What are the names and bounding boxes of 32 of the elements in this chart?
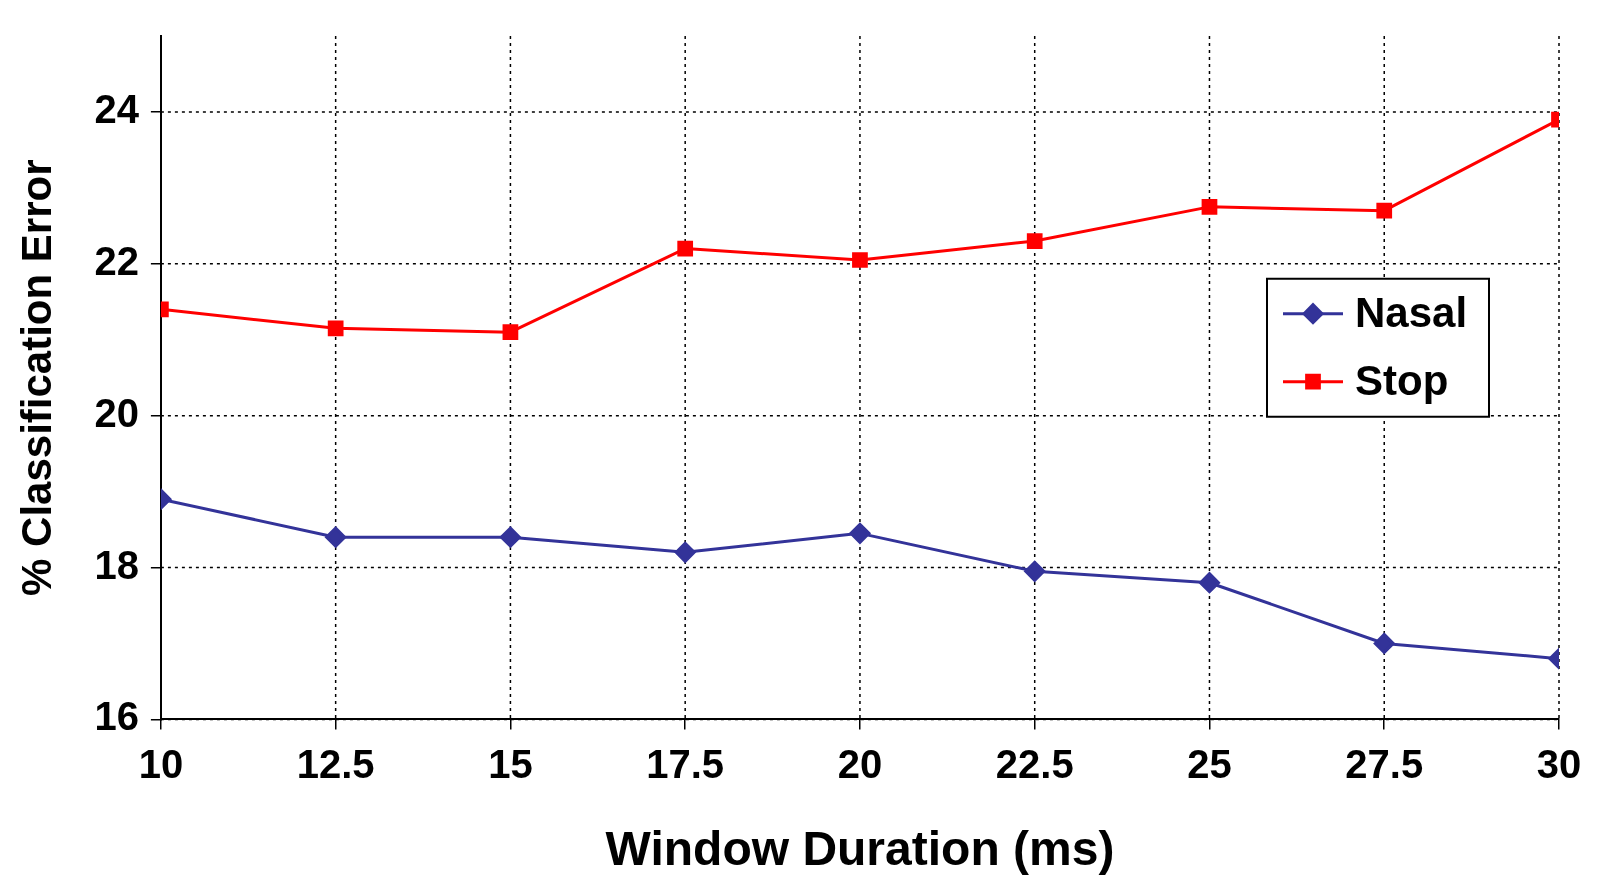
y-tick-label: 24: [94, 86, 140, 131]
point: [499, 526, 521, 548]
x-tick-label: 15: [488, 742, 533, 787]
point: [1198, 572, 1220, 594]
point: [1201, 198, 1218, 215]
legend-label: Nasal: [1355, 289, 1468, 337]
x-tick-label: 30: [1536, 742, 1582, 787]
x-tick-label: 17.5: [646, 742, 725, 787]
point: [1376, 202, 1393, 219]
point: [1024, 560, 1046, 582]
x-tick-label: 27.5: [1345, 742, 1424, 787]
x-tick-label: 12.5: [296, 742, 375, 787]
point: [674, 541, 696, 563]
point: [852, 252, 868, 268]
point: [325, 526, 347, 548]
legend-label: Stop: [1355, 357, 1449, 405]
x-tick-label: 25: [1187, 742, 1232, 787]
x-tick-label: 10: [138, 742, 184, 787]
point: [849, 522, 871, 544]
x-axis-title: Window Duration (ms): [605, 822, 1115, 876]
y-tick-label: 20: [94, 390, 139, 435]
point: [1026, 233, 1043, 249]
point: [327, 320, 344, 337]
y-tick-label: 16: [94, 694, 139, 739]
x-tick-label: 22.5: [995, 742, 1074, 787]
y-axis-title: % Classification Error: [12, 159, 60, 596]
point: [502, 324, 519, 340]
y-tick-label: 18: [94, 542, 139, 587]
x-tick-label: 20: [837, 742, 883, 787]
y-tick-label: 22: [94, 238, 139, 283]
point: [677, 240, 694, 257]
point: [1373, 632, 1395, 654]
